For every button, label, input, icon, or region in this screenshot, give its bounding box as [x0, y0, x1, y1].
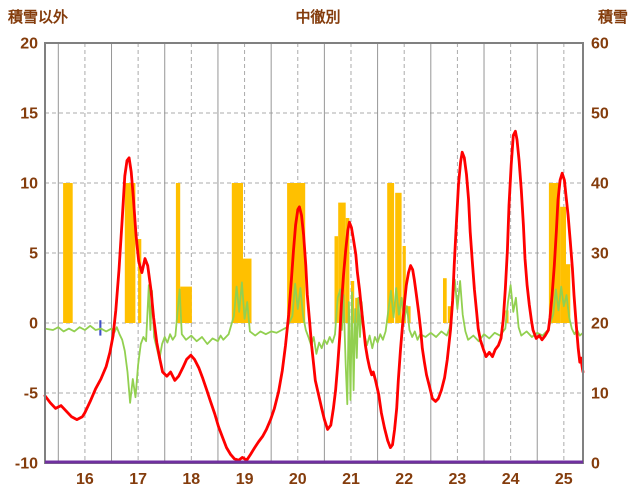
- svg-text:30: 30: [591, 246, 609, 263]
- svg-text:24: 24: [502, 471, 520, 488]
- svg-text:22: 22: [395, 471, 413, 488]
- svg-text:10: 10: [20, 176, 38, 193]
- svg-text:5: 5: [29, 246, 38, 263]
- svg-text:60: 60: [591, 36, 609, 53]
- svg-text:25: 25: [555, 471, 573, 488]
- chart-title: 中徹別: [295, 9, 341, 26]
- red-line: [43, 129, 585, 462]
- svg-text:18: 18: [182, 471, 200, 488]
- svg-text:20: 20: [289, 471, 307, 488]
- svg-text:16: 16: [76, 471, 94, 488]
- right-axis-tick-labels: 60 50 40 30 20 10 0: [591, 36, 609, 473]
- svg-text:40: 40: [591, 176, 609, 193]
- svg-text:15: 15: [20, 106, 38, 123]
- svg-text:20: 20: [20, 36, 38, 53]
- svg-text:-10: -10: [15, 456, 38, 473]
- right-axis-title: 積雪: [597, 9, 628, 26]
- svg-text:50: 50: [591, 106, 609, 123]
- svg-text:23: 23: [449, 471, 467, 488]
- svg-text:0: 0: [29, 316, 38, 333]
- svg-text:0: 0: [591, 456, 600, 473]
- left-axis-tick-labels: 20 15 10 5 0 -5 -10: [15, 36, 38, 473]
- svg-text:-5: -5: [24, 386, 38, 403]
- svg-text:21: 21: [342, 471, 360, 488]
- svg-text:19: 19: [236, 471, 254, 488]
- svg-text:20: 20: [591, 316, 609, 333]
- left-axis-title: 積雪以外: [8, 9, 69, 26]
- green-line: [44, 278, 584, 406]
- x-axis-tick-labels: 16 17 18 19 20 21 22 23 24 25: [76, 471, 573, 488]
- svg-text:17: 17: [129, 471, 147, 488]
- svg-text:10: 10: [591, 386, 609, 403]
